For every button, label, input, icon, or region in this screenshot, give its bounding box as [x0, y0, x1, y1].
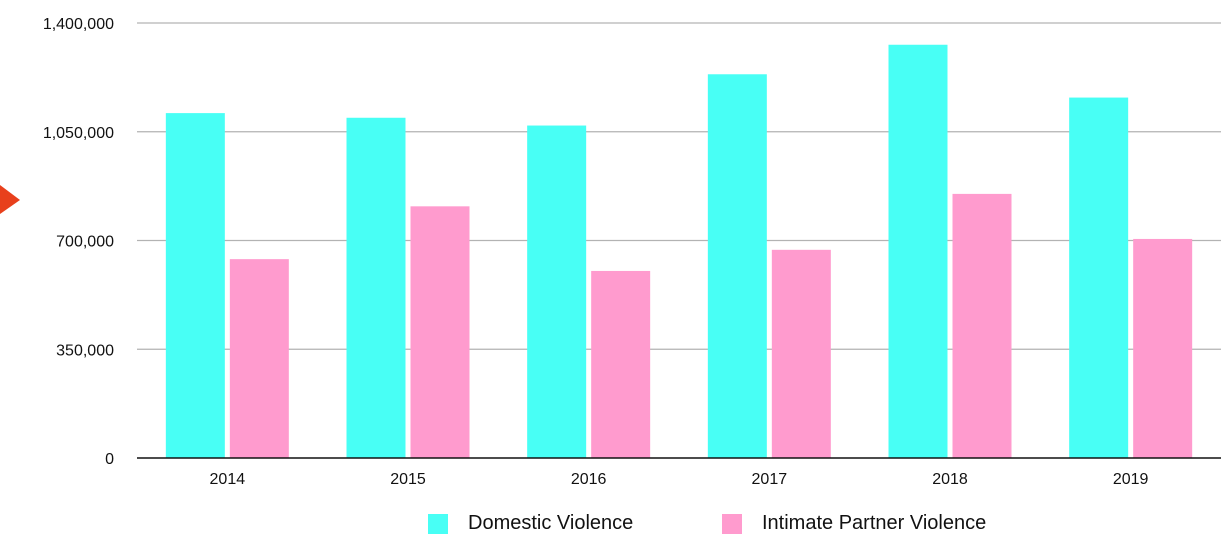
legend-swatch-domestic-violence — [428, 513, 448, 534]
legend: Domestic Violence Intimate Partner Viole… — [0, 512, 1231, 544]
y-tick-label: 350,000 — [56, 342, 114, 359]
pointer-marker-icon — [0, 185, 20, 214]
x-tick-label: 2015 — [390, 471, 426, 488]
bar-domestic-violence-2017 — [707, 74, 767, 459]
bar-domestic-violence-2019 — [1069, 97, 1129, 459]
x-tick-label: 2014 — [210, 471, 246, 488]
bar-domestic-violence-2015 — [346, 117, 406, 459]
bar-intimate-partner-violence-2018 — [952, 193, 1012, 458]
x-tick-label: 2016 — [571, 471, 607, 488]
bar-domestic-violence-2014 — [165, 113, 225, 458]
bar-domestic-violence-2018 — [888, 44, 948, 458]
x-tick-label: 2018 — [932, 471, 968, 488]
legend-item-domestic-violence: Domestic Violence — [428, 512, 633, 535]
legend-swatch-intimate-partner-violence — [722, 513, 742, 534]
bar-intimate-partner-violence-2019 — [1133, 238, 1193, 458]
y-tick-label: 1,400,000 — [43, 16, 114, 33]
bar-intimate-partner-violence-2014 — [229, 259, 289, 458]
legend-label-domestic-violence: Domestic Violence — [468, 512, 634, 534]
bar-intimate-partner-violence-2015 — [410, 206, 470, 458]
y-tick-label: 1,050,000 — [43, 125, 114, 142]
y-tick-label: 0 — [105, 451, 114, 468]
legend-label-intimate-partner-violence: Intimate Partner Violence — [762, 512, 987, 534]
y-tick-label: 700,000 — [56, 234, 114, 251]
bar-intimate-partner-violence-2016 — [591, 270, 651, 458]
bar-chart: 0 350,000 700,000 1,050,000 1,400,000 2014 201… — [0, 16, 1221, 488]
bar-intimate-partner-violence-2017 — [771, 249, 831, 458]
bar-domestic-violence-2016 — [527, 125, 587, 459]
x-tick-label: 2017 — [752, 471, 788, 488]
x-tick-label: 2019 — [1113, 471, 1149, 488]
legend-item-intimate-partner-violence: Intimate Partner Violence — [722, 512, 986, 535]
